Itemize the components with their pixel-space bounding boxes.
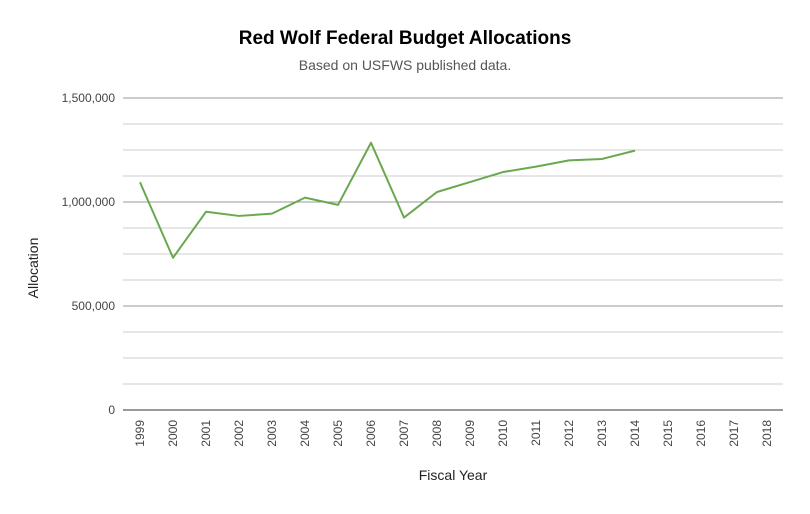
x-tick-label: 2012 [562,420,576,447]
x-tick-label: 2013 [595,420,609,447]
x-tick-label: 2011 [529,420,543,446]
x-axis-label: Fiscal Year [419,467,488,483]
x-tick-label: 2004 [298,420,312,447]
x-tick-label: 2009 [463,420,477,447]
y-tick-label: 1,000,000 [62,195,116,209]
x-tick-label: 2002 [232,420,246,447]
x-tick-label: 2008 [430,420,444,447]
chart-title: Red Wolf Federal Budget Allocations [239,28,572,49]
chart-subtitle: Based on USFWS published data. [299,57,511,73]
x-tick-label: 2010 [496,420,510,447]
y-tick-label: 0 [108,403,115,417]
x-tick-label: 2005 [331,420,345,447]
x-tick-label: 2016 [694,420,708,447]
x-tick-label: 2007 [397,420,411,447]
y-tick-label: 500,000 [72,299,116,313]
x-tick-label: 2003 [265,420,279,447]
x-tick-label: 1999 [133,420,147,447]
x-tick-label: 2014 [628,420,642,447]
x-tick-label: 2001 [199,420,213,447]
x-tick-label: 2000 [166,420,180,447]
x-tick-label: 2017 [727,420,741,447]
y-axis-label: Allocation [25,238,41,299]
series-line [140,143,635,258]
x-tick-label: 2018 [760,420,774,447]
y-tick-label: 1,500,000 [62,91,116,105]
x-tick-label: 2015 [661,420,675,447]
x-tick-label: 2006 [364,420,378,447]
